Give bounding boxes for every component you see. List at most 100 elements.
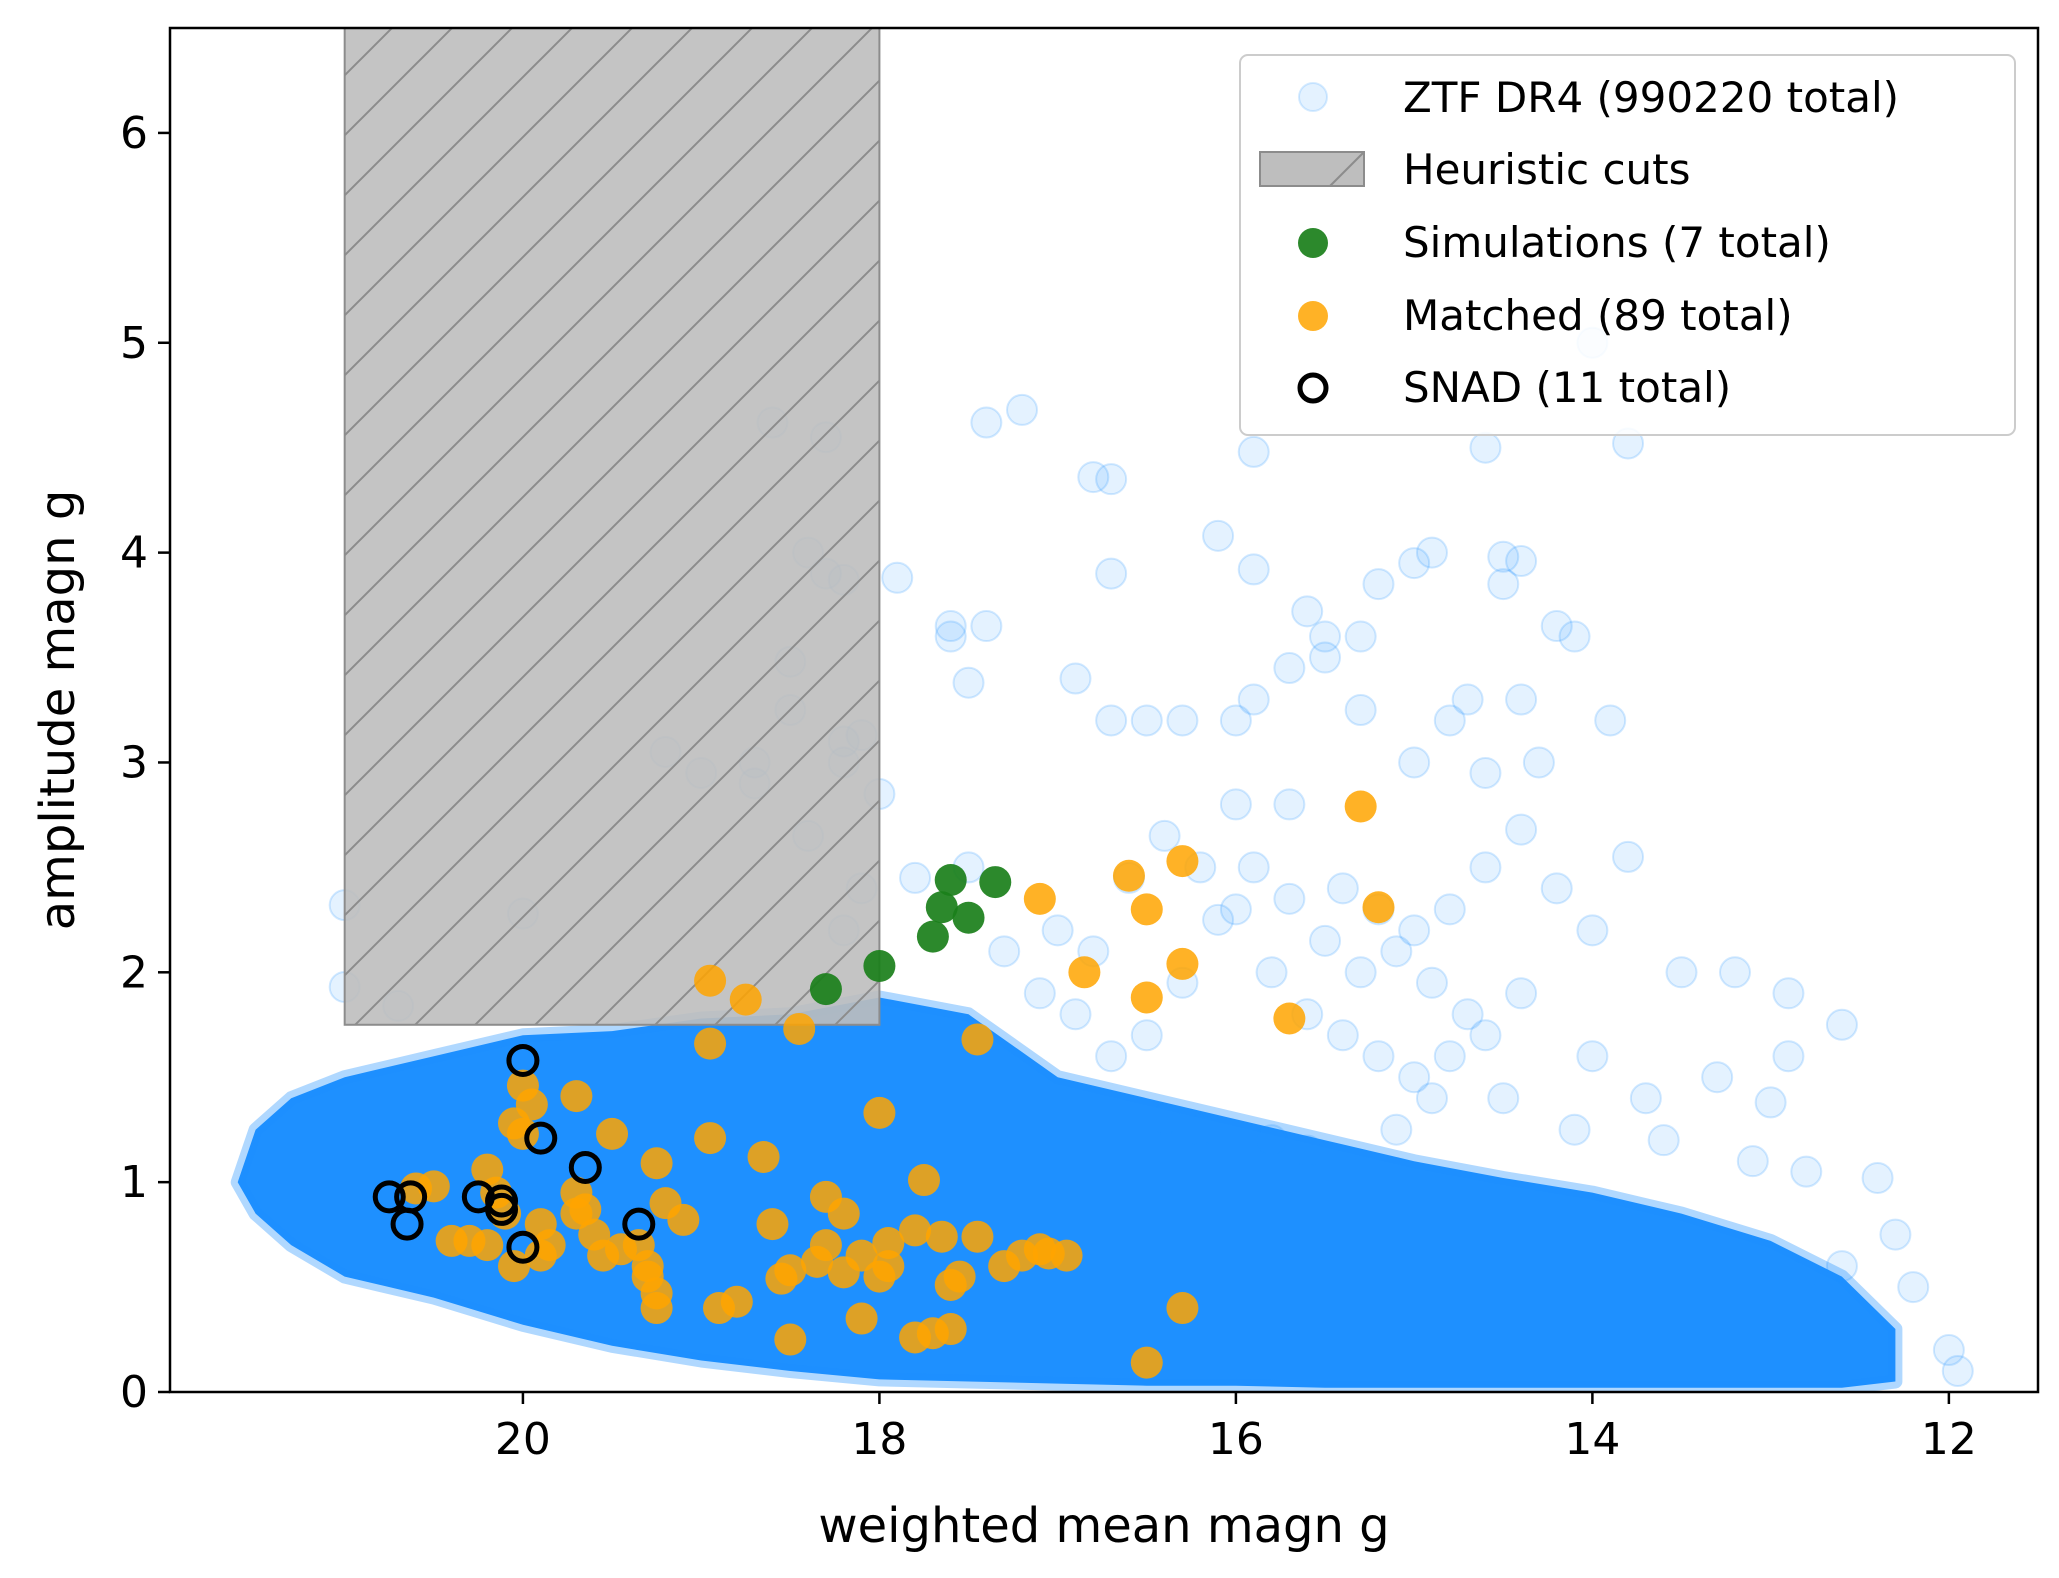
ztf-point: [1522, 746, 1555, 779]
x-axis-label: weighted mean magn g: [818, 1498, 1389, 1554]
legend-marker-simulations: [1298, 228, 1328, 258]
matched-point: [1362, 891, 1395, 924]
legend-label-snad: SNAD (11 total): [1403, 363, 1731, 412]
ztf-point: [1130, 1019, 1163, 1052]
ztf-point: [1095, 463, 1128, 496]
y-tick-label: 2: [120, 947, 148, 998]
simulation-point: [809, 973, 842, 1006]
matched-point: [631, 1260, 664, 1293]
y-axis-label: amplitude magn g: [30, 490, 86, 931]
snad-group: [372, 1043, 656, 1264]
ztf-point: [1166, 704, 1199, 737]
matched-point: [435, 1224, 468, 1257]
snad-point: [390, 1207, 424, 1241]
ztf-point: [1059, 662, 1092, 695]
simulation-point: [916, 920, 949, 953]
ztf-point: [1415, 1082, 1448, 1115]
matched-point: [480, 1176, 513, 1209]
ztf-point: [1941, 1355, 1974, 1388]
matched-group: [399, 790, 1395, 1379]
ztf-point: [1469, 1019, 1502, 1052]
matched-point: [827, 1197, 860, 1230]
ztf-point: [1897, 1271, 1930, 1304]
x-axis-ticks: 20 18 16 14 12: [495, 1392, 1977, 1465]
plot-area: [230, 28, 1974, 1392]
matched-point: [596, 1117, 629, 1150]
ztf-point: [1505, 683, 1538, 716]
ztf-point: [1273, 882, 1306, 915]
matched-point: [1166, 1292, 1199, 1325]
legend: ZTF DR4 (990220 total) Heuristic cuts Si…: [1239, 54, 2016, 436]
matched-point: [649, 1187, 682, 1220]
ztf-point: [1362, 568, 1395, 601]
legend-marker-snad: [1297, 372, 1329, 404]
y-tick-label: 4: [120, 528, 148, 579]
ztf-point: [1540, 872, 1573, 905]
matched-point: [756, 1208, 789, 1241]
legend-label-ztf: ZTF DR4 (990220 total): [1403, 73, 1899, 122]
ztf-point: [1326, 1019, 1359, 1052]
ztf-point: [1718, 956, 1751, 989]
matched-point: [1130, 1346, 1163, 1379]
y-tick-label: 3: [120, 737, 148, 788]
ztf-point: [1415, 966, 1448, 999]
ztf-point: [1237, 553, 1270, 586]
matched-point: [845, 1239, 878, 1272]
ztf-point: [1023, 977, 1056, 1010]
legend-label-matched: Matched (89 total): [1403, 291, 1793, 340]
legend-box: [1239, 54, 2016, 436]
matched-point: [1130, 981, 1163, 1014]
matched-point: [872, 1227, 905, 1260]
matched-point: [863, 1260, 896, 1293]
ztf-point: [1184, 1113, 1217, 1146]
ztf-point: [1344, 620, 1377, 653]
legend-marker-ztf: [1298, 82, 1328, 112]
ztf-point: [1219, 704, 1252, 737]
ztf-point: [1808, 1281, 1841, 1314]
ztf-point: [1095, 704, 1128, 737]
ztf-point: [899, 861, 932, 894]
ztf-point: [1505, 813, 1538, 846]
ztf-point: [1309, 620, 1342, 653]
ztf-point: [1041, 914, 1074, 947]
ztf-point: [1701, 1061, 1734, 1094]
x-tick-label: 16: [1208, 1414, 1264, 1465]
ztf-point: [1398, 547, 1431, 580]
ztf-point: [1576, 1040, 1609, 1073]
ztf-point: [1540, 610, 1573, 643]
simulation-point: [979, 866, 1012, 899]
ztf-point: [1932, 1334, 1965, 1367]
ztf-point: [1469, 756, 1502, 789]
simulation-point: [925, 891, 958, 924]
matched-point: [1112, 859, 1145, 892]
ztf-point: [1487, 540, 1520, 573]
legend-marker-cuts-hatch: [1329, 151, 1365, 187]
ztf-point: [1095, 1040, 1128, 1073]
ztf-point: [1487, 568, 1520, 601]
ztf-point: [1647, 1124, 1680, 1157]
matched-point: [1023, 882, 1056, 915]
matched-point: [899, 1321, 932, 1354]
snad-point: [524, 1121, 558, 1155]
matched-point: [925, 1220, 958, 1253]
ztf-point: [1344, 956, 1377, 989]
ztf-point: [1398, 746, 1431, 779]
ztf-point: [1772, 1040, 1805, 1073]
ztf-point: [952, 666, 985, 699]
ztf-point: [934, 620, 967, 653]
ztf-point: [1398, 1061, 1431, 1094]
matched-point: [694, 964, 727, 997]
ztf-point: [1505, 977, 1538, 1010]
ztf-point: [1309, 641, 1342, 674]
matched-point: [961, 1220, 994, 1253]
matched-point: [1166, 845, 1199, 878]
y-tick-label: 1: [120, 1157, 148, 1208]
y-tick-label: 6: [120, 108, 148, 159]
x-tick-label: 20: [495, 1414, 551, 1465]
x-tick-label: 18: [851, 1414, 907, 1465]
matched-point: [899, 1214, 932, 1247]
ztf-point: [1291, 595, 1324, 628]
ztf-point: [1576, 914, 1609, 947]
ztf-point: [1505, 545, 1538, 578]
